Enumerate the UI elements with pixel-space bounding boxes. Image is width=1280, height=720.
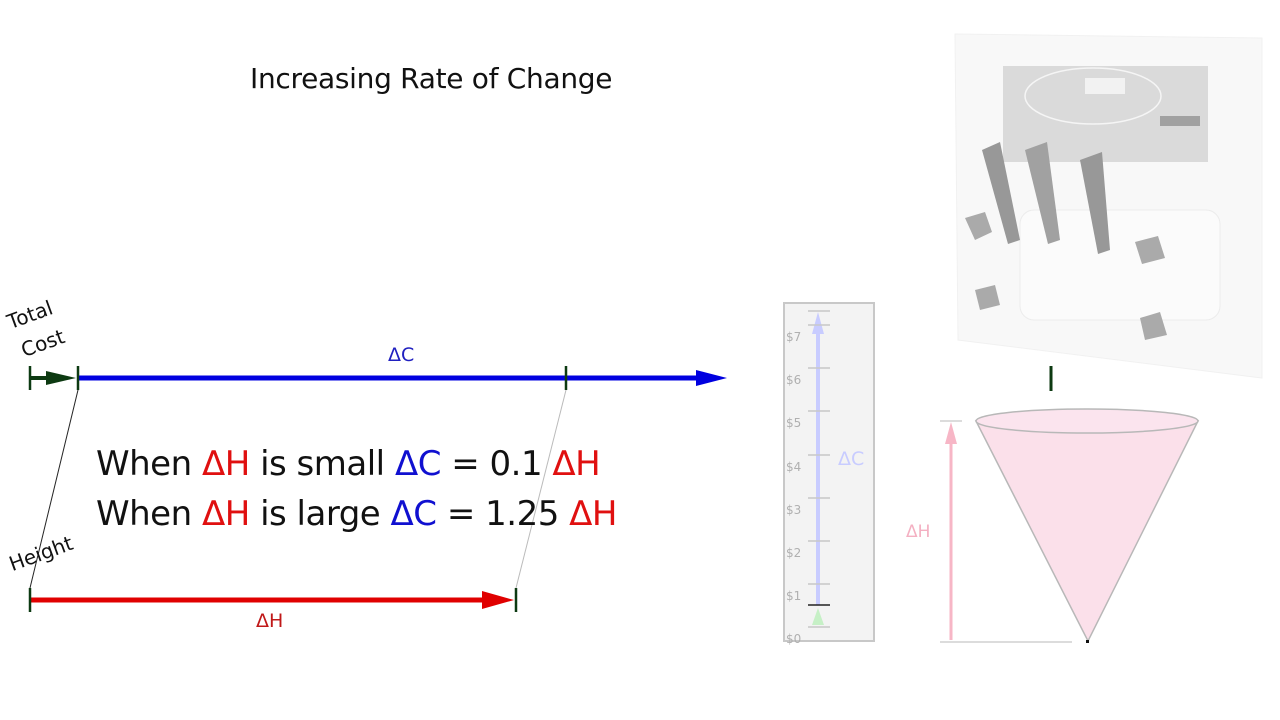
gauge-tick-labels: $7 $6 $5 $4 $3 $2 $1 $0 [786, 330, 802, 647]
delta-c-axis-label: ΔC [388, 344, 415, 366]
delta-h-term: ΔH [569, 494, 617, 534]
delta-c-term: ΔC [394, 444, 442, 484]
height-arrowhead-icon [482, 591, 514, 609]
delta-h-term: ΔH [552, 444, 601, 484]
connector-line-left [29, 389, 79, 589]
delta-h-term: ΔH [201, 444, 250, 484]
gauge-delta-c-label: ΔC [838, 448, 865, 470]
page-title: Increasing Rate of Change [250, 62, 613, 95]
delta-h-axis-label: ΔH [256, 610, 284, 632]
height-axis [28, 588, 518, 612]
cone-height-arrowhead-icon [945, 422, 957, 444]
cost-gauge [783, 302, 875, 642]
small-cost-arrowhead-icon [46, 371, 76, 385]
delta-h-term: ΔH [201, 494, 250, 534]
equation-large: When ΔH is large ΔC = 1.25 ΔH [96, 494, 617, 534]
soft-serve-machine-image [954, 33, 1263, 379]
cost-arrowhead-icon [696, 370, 727, 386]
cost-axis [28, 366, 727, 390]
delta-c-term: ΔC [390, 494, 438, 534]
connector-line-right [515, 389, 567, 589]
equation-small: When ΔH is small ΔC = 0.1 ΔH [96, 444, 601, 484]
cone-delta-h-label: ΔH [906, 522, 931, 542]
cone-figure [940, 408, 1200, 643]
